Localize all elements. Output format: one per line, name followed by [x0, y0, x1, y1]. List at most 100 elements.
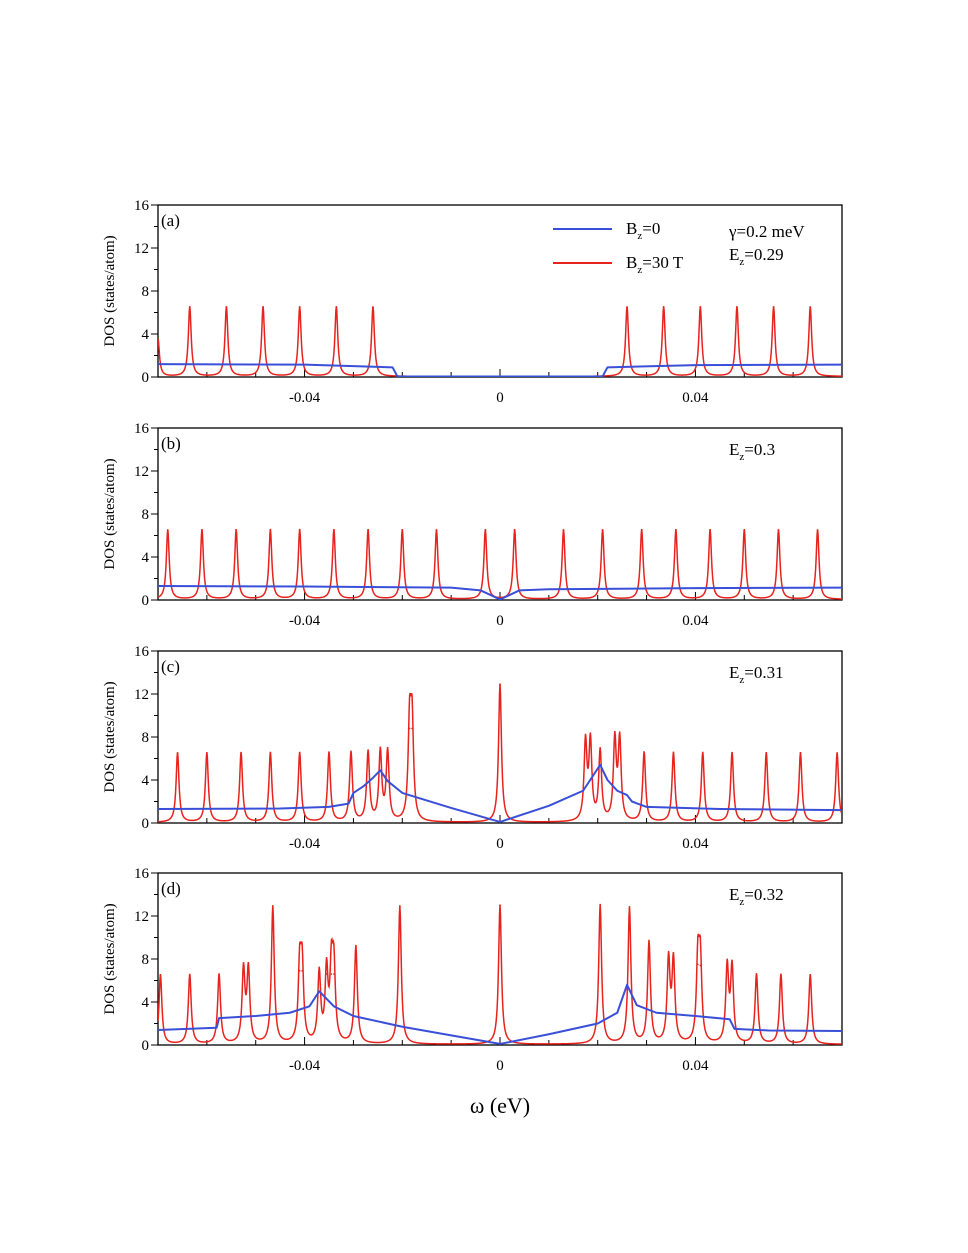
y-tick-label: 8: [142, 952, 150, 968]
bz-30t-peak: [225, 306, 228, 308]
y-tick-label: 8: [142, 730, 150, 746]
bz-30t-peak: [731, 752, 733, 754]
bz-30t-peak: [298, 752, 301, 754]
bz-30t-peak: [662, 306, 665, 308]
ez-label: Ez=0.32: [729, 885, 784, 908]
bz-30t-peak: [809, 974, 812, 976]
bz-30t-peak: [780, 974, 782, 976]
y-tick-label: 0: [142, 370, 150, 386]
series-bz-0-line: [158, 983, 842, 1045]
bz-30t-peak: [589, 743, 592, 746]
bz-30t-peak: [513, 529, 516, 531]
bz-30t-peak: [269, 752, 272, 754]
bz-30t-peak: [399, 905, 401, 908]
bz-30t-peak: [731, 968, 733, 971]
ez-label: Ez=0.3: [729, 440, 775, 463]
x-tick-label: 0: [496, 390, 504, 406]
bz-30t-peak: [350, 752, 352, 754]
series-bz-0-line: [158, 585, 842, 600]
bz-30t-peak: [809, 306, 812, 308]
panel-tag: (c): [161, 657, 180, 676]
bz-30t-peak: [799, 752, 802, 754]
bz-30t-peak: [269, 529, 272, 531]
x-tick-label: -0.04: [289, 1058, 321, 1074]
bz-30t-peak: [242, 971, 245, 973]
bz-30t-peak: [599, 904, 601, 907]
y-tick-label: 0: [142, 593, 150, 609]
x-axis-label: ω (eV): [470, 1093, 530, 1118]
bz-30t-peak: [367, 529, 369, 531]
bz-30t-peak: [628, 907, 631, 910]
bz-30t-peak: [640, 529, 643, 531]
y-tick-label: 12: [134, 464, 149, 480]
bz-30t-peak: [626, 306, 628, 308]
panel-tag: (a): [161, 211, 180, 230]
x-tick-label: 0: [496, 836, 504, 852]
y-tick-label: 16: [134, 421, 150, 437]
y-tick-label: 4: [142, 773, 150, 789]
series-bz-30t-line: [158, 683, 842, 823]
bz-30t-peak: [201, 529, 203, 531]
bz-30t-peak: [166, 529, 169, 531]
bz-30t-peak: [262, 306, 264, 308]
bz-30t-peak: [816, 529, 819, 531]
bz-30t-peak: [599, 752, 601, 754]
series-group: [158, 528, 842, 600]
bz-30t-peak: [667, 961, 670, 964]
legend: Bz=0 Bz=30 T γ=0.2 meV: [553, 219, 805, 276]
x-tick-label: 0.04: [682, 1058, 709, 1074]
bz-30t-peak: [499, 683, 501, 686]
x-tick-label: 0.04: [682, 613, 709, 629]
y-tick-label: 4: [142, 327, 150, 343]
y-tick-label: 16: [134, 866, 150, 882]
bz-30t-peak: [333, 529, 335, 531]
bz-30t-peak: [755, 974, 758, 976]
y-axis-label: DOS (states/atom): [102, 903, 118, 1014]
bz-30t-peak: [379, 752, 382, 754]
bz-30t-peak: [298, 529, 301, 531]
bz-30t-peak: [672, 962, 675, 965]
series-group: [158, 903, 842, 1045]
bz-30t-peak: [235, 529, 237, 531]
bz-30t-peak: [247, 971, 250, 973]
bz-30t-peak: [499, 904, 501, 907]
x-tick-label: -0.04: [289, 836, 321, 852]
panel-tag: (d): [161, 879, 181, 898]
y-tick-label: 8: [142, 284, 150, 300]
gamma-label: γ=0.2 meV: [728, 222, 805, 241]
y-axis-label: DOS (states/atom): [102, 458, 118, 569]
x-tick-label: 0.04: [682, 836, 709, 852]
bz-30t-peak: [335, 306, 338, 308]
y-tick-label: 0: [142, 816, 150, 832]
bz-30t-peak: [411, 727, 413, 730]
y-tick-label: 4: [142, 995, 150, 1011]
bz-30t-peak: [318, 974, 321, 976]
bz-30t-peak: [298, 306, 301, 308]
bz-30t-peak: [699, 964, 702, 967]
bz-30t-peak: [372, 306, 374, 308]
bz-30t-peak: [601, 529, 604, 531]
bz-30t-peak: [272, 906, 274, 909]
bz-30t-peak: [614, 741, 616, 744]
bz-30t-peak: [298, 970, 301, 972]
y-tick-label: 12: [134, 909, 149, 925]
series-bz-0-line: [158, 363, 842, 377]
series-bz-30t-line: [158, 903, 842, 1045]
y-axis-label: DOS (states/atom): [102, 235, 118, 346]
bz-30t-peak: [188, 306, 191, 308]
x-tick-label: -0.04: [289, 390, 321, 406]
bz-30t-peak: [736, 306, 738, 308]
bz-30t-peak: [648, 942, 650, 944]
y-axis-label: DOS (states/atom): [102, 681, 118, 792]
bz-30t-peak: [325, 973, 328, 975]
bz-30t-peak: [330, 973, 333, 975]
bz-30t-peak: [726, 967, 728, 970]
bz-30t-peak: [240, 752, 242, 754]
bz-30t-peak: [484, 529, 487, 531]
bz-30t-peak: [699, 306, 702, 308]
bz-30t-peak: [159, 974, 162, 976]
panel-tag: (b): [161, 434, 181, 453]
y-tick-label: 4: [142, 550, 150, 566]
y-tick-label: 16: [134, 198, 150, 214]
